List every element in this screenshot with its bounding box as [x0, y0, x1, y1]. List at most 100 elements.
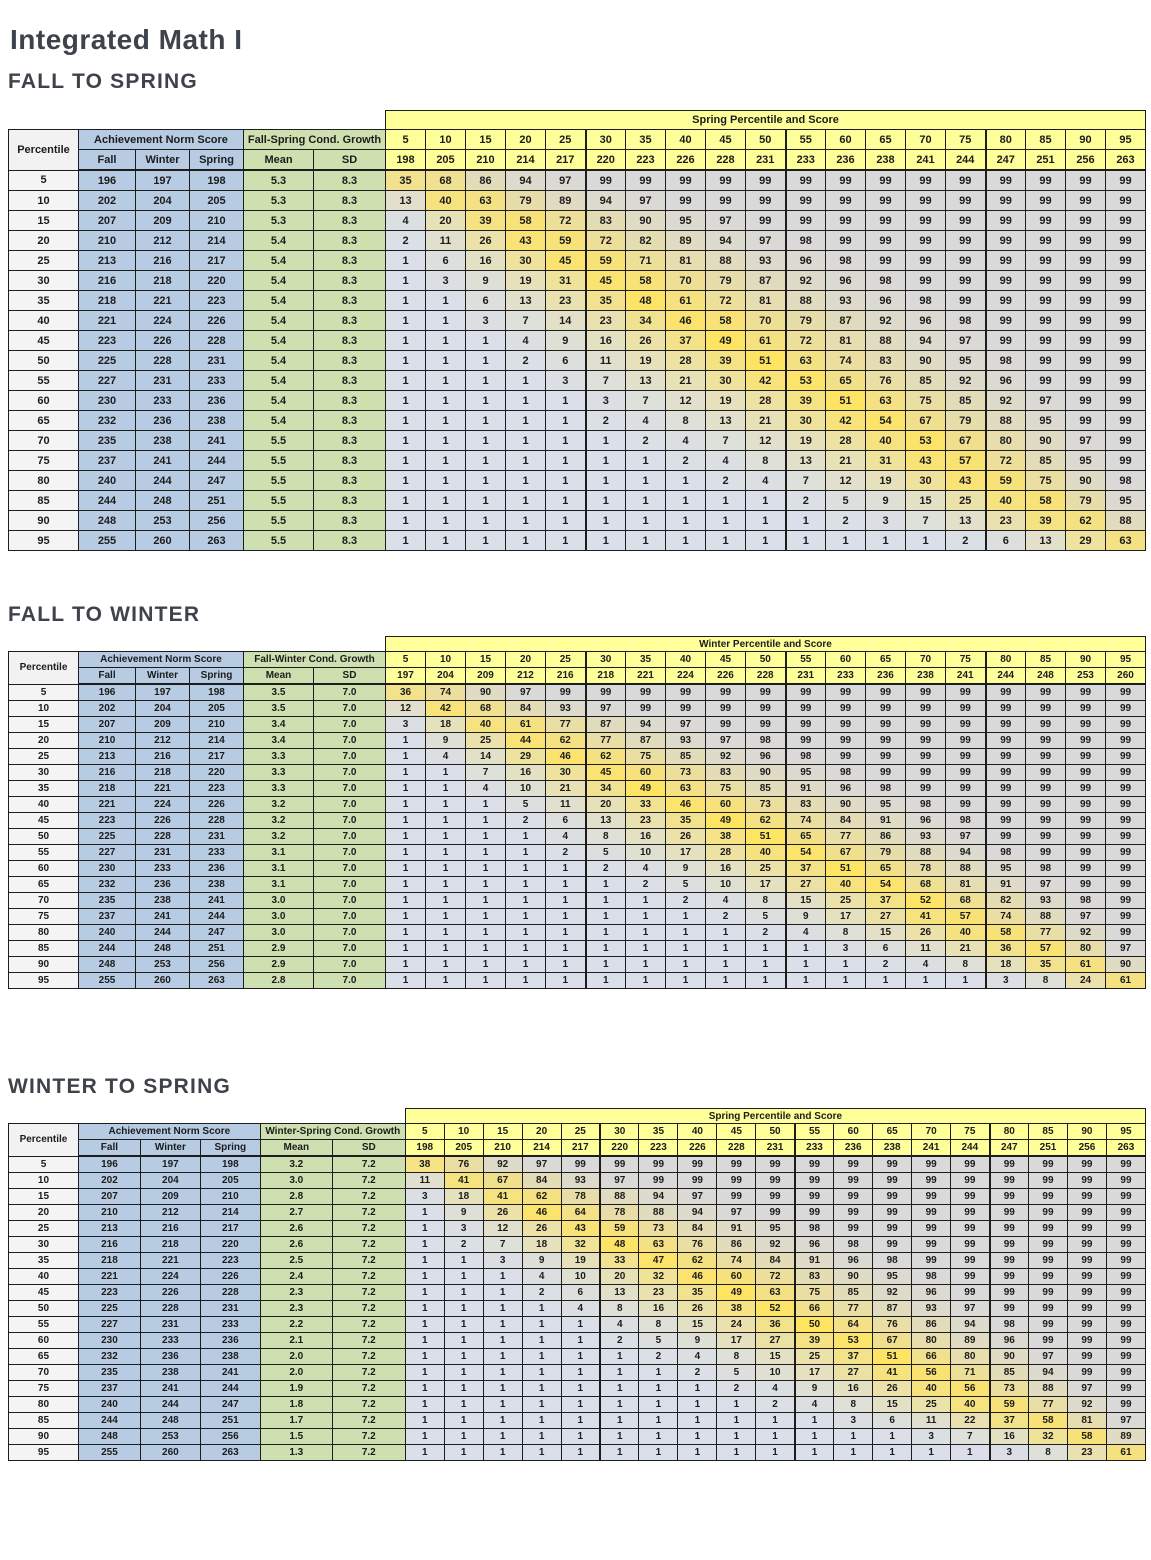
- matrix-cell: 79: [505, 190, 546, 211]
- matrix-cell: 96: [745, 748, 786, 765]
- matrix-cell: 99: [984, 190, 1026, 211]
- matrix-cell: 88: [984, 410, 1026, 431]
- growth-sd-cell: 7.0: [313, 908, 386, 925]
- matrix-cell: 49: [705, 330, 746, 351]
- matrix-cell: 23: [1066, 1444, 1107, 1461]
- matrix-cell: 99: [1025, 190, 1066, 211]
- matrix-cell: 3: [482, 1252, 523, 1269]
- matrix-cell: 58: [625, 270, 666, 291]
- matrix-cell: 99: [984, 270, 1026, 291]
- matrix-cell: 38: [404, 1155, 445, 1173]
- matrix-cell: 1: [793, 1428, 835, 1445]
- matrix-cell: 83: [793, 1268, 835, 1285]
- matrix-cell: 1: [505, 844, 546, 861]
- matrix-cell: 99: [1105, 290, 1146, 311]
- matrix-cell: 2: [716, 1380, 757, 1397]
- winter-norm-cell: 226: [135, 812, 190, 829]
- matrix-cell: 1: [545, 510, 586, 531]
- matrix-cell: 1: [443, 1412, 484, 1429]
- growth-sd-cell: 7.2: [331, 1348, 406, 1365]
- matrix-cell: 58: [984, 924, 1026, 941]
- growth-sd-cell: 8.3: [313, 530, 386, 551]
- spring-norm-cell: 236: [199, 1332, 261, 1349]
- matrix-cell: 99: [984, 796, 1026, 813]
- matrix-cell: 99: [1025, 370, 1066, 391]
- target-percentile-header: 20: [505, 129, 546, 150]
- matrix-cell: 35: [665, 812, 706, 829]
- percentile-cell: 65: [8, 876, 79, 893]
- matrix-cell: 46: [665, 310, 706, 331]
- growth-mean-cell: 3.0: [243, 924, 314, 941]
- matrix-cell: 99: [1065, 876, 1106, 893]
- matrix-cell: 99: [984, 210, 1026, 231]
- fall-norm-cell: 225: [78, 350, 136, 371]
- matrix-cell: 81: [665, 250, 706, 271]
- matrix-cell: 1: [404, 1284, 445, 1301]
- matrix-cell: 99: [905, 250, 946, 271]
- matrix-cell: 3: [385, 716, 426, 733]
- table-row: 85 244 248 251 5.5 8.3 1 1 1 1 1 1 1 1 1 1 2 5 9 15 25 40 58 79…: [8, 490, 1146, 511]
- matrix-cell: 26: [465, 230, 506, 251]
- table-row: 55 227 231 233 2.2 7.2 1 1 1 1 1 4 8 15 24 36 50 64 76 86 94…: [8, 1316, 1147, 1333]
- matrix-cell: 1: [443, 1332, 484, 1349]
- matrix-cell: 1: [385, 828, 426, 845]
- target-percentile-header: 95: [1105, 1123, 1147, 1140]
- matrix-cell: 71: [950, 1364, 991, 1381]
- matrix-cell: 1: [665, 972, 706, 989]
- matrix-cell: 99: [1105, 732, 1146, 749]
- target-percentile-header: 40: [677, 1123, 718, 1140]
- matrix-cell: 24: [1065, 972, 1106, 989]
- matrix-cell: 98: [1065, 892, 1106, 909]
- percentile-cell: 30: [8, 1236, 79, 1253]
- matrix-cell: 99: [988, 1236, 1030, 1253]
- matrix-cell: 1: [521, 1396, 562, 1413]
- growth-sd-cell: 7.2: [331, 1172, 406, 1189]
- matrix-cell: 1: [584, 490, 626, 511]
- matrix-cell: 46: [521, 1204, 562, 1221]
- matrix-cell: 99: [677, 1172, 718, 1189]
- matrix-cell: 5: [716, 1364, 757, 1381]
- matrix-cell: 1: [385, 410, 426, 431]
- matrix-cell: 67: [482, 1172, 523, 1189]
- target-score-header: 205: [443, 1139, 484, 1157]
- matrix-cell: 1: [443, 1380, 484, 1397]
- matrix-cell: 15: [865, 924, 906, 941]
- matrix-cell: 1: [425, 892, 466, 909]
- matrix-cell: 99: [945, 764, 986, 781]
- matrix-cell: 90: [1065, 470, 1106, 491]
- winter-norm-cell: 221: [135, 780, 190, 797]
- winter-norm-cell: 209: [135, 716, 190, 733]
- matrix-cell: 90: [1025, 430, 1066, 451]
- matrix-cell: 99: [1025, 330, 1066, 351]
- matrix-cell: 1: [443, 1396, 484, 1413]
- matrix-cell: 1: [560, 1348, 601, 1365]
- matrix-cell: 1: [755, 1412, 796, 1429]
- target-score-header: 241: [945, 667, 986, 685]
- percentile-cell: 5: [8, 1155, 79, 1173]
- matrix-cell: 73: [638, 1220, 679, 1237]
- percentile-cell: 25: [8, 250, 79, 271]
- matrix-cell: 8: [833, 1396, 874, 1413]
- matrix-cell: 1: [545, 490, 586, 511]
- fall-norm-cell: 210: [77, 1204, 141, 1221]
- matrix-cell: 1: [784, 530, 826, 551]
- matrix-cell: 1: [945, 972, 986, 989]
- growth-sd-cell: 7.2: [331, 1300, 406, 1317]
- target-score-header: 205: [425, 149, 466, 171]
- matrix-cell: 1: [665, 510, 706, 531]
- matrix-cell: 99: [1065, 390, 1106, 411]
- matrix-cell: 1: [404, 1268, 445, 1285]
- growth-sd-cell: 8.3: [313, 410, 386, 431]
- matrix-cell: 99: [1105, 350, 1146, 371]
- matrix-cell: 99: [716, 1188, 757, 1205]
- spring-norm-cell: 251: [189, 940, 244, 957]
- table-row: 90 248 253 256 1.5 7.2 1 1 1 1 1 1 1 1 1 1 1 1 1 3 7 16 32 58 89: [8, 1428, 1147, 1445]
- matrix-cell: 27: [784, 876, 826, 893]
- matrix-cell: 99: [745, 700, 786, 717]
- matrix-cell: 99: [784, 700, 826, 717]
- matrix-cell: 99: [1105, 430, 1146, 451]
- matrix-cell: 1: [665, 956, 706, 973]
- matrix-cell: 16: [505, 764, 546, 781]
- matrix-banner: Winter Percentile and Score: [385, 636, 1146, 652]
- target-score-header: 238: [905, 667, 946, 685]
